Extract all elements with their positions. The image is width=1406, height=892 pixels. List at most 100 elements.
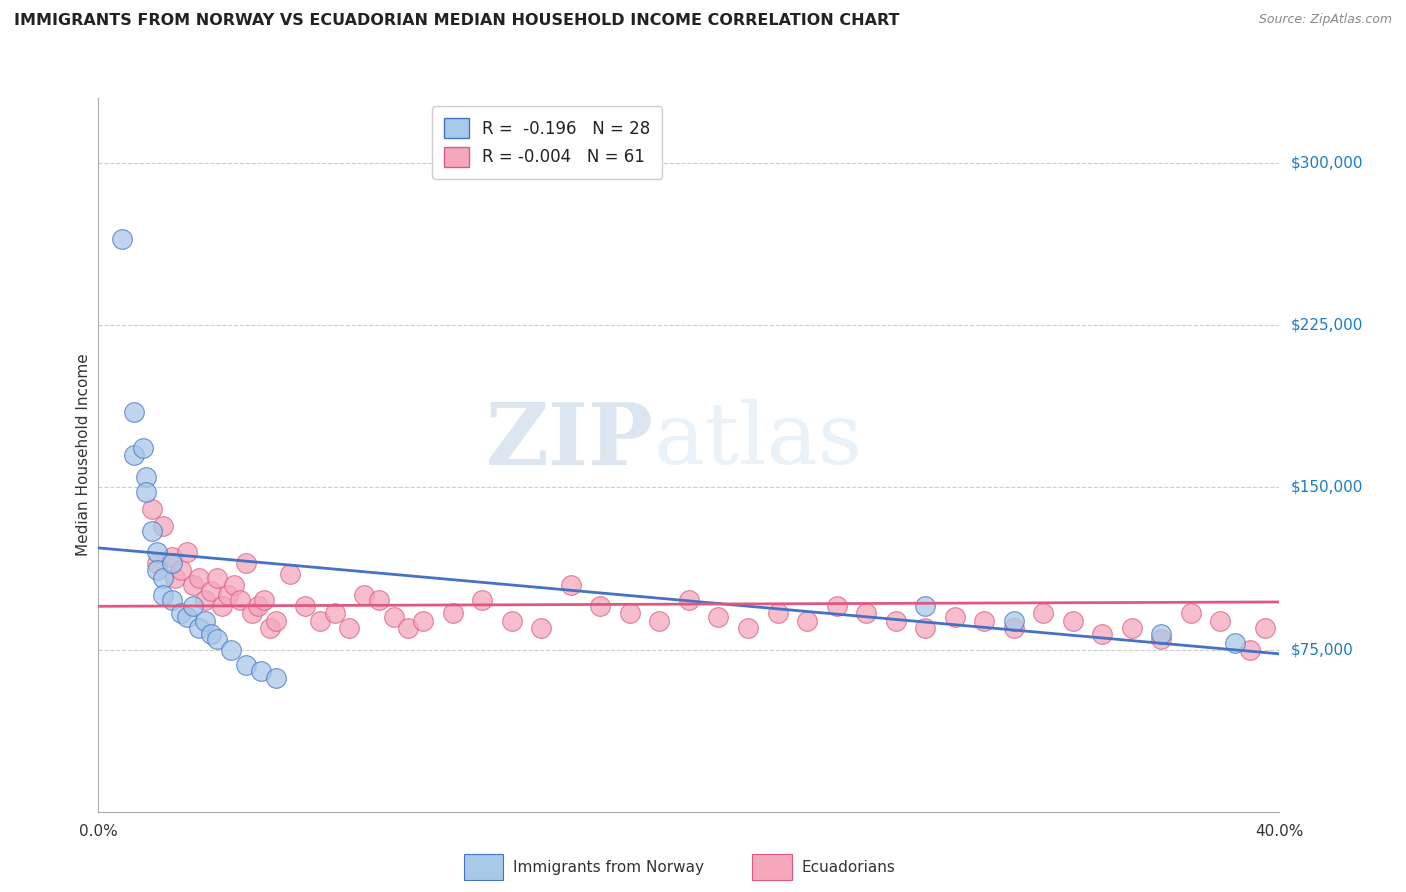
Point (132, 442, 155, 456)
Point (382, 610, 405, 624)
Point (441, 606, 464, 620)
Point (560, 577, 582, 591)
Point (1062, 615, 1084, 629)
Point (122, 448, 145, 462)
Point (1180, 606, 1202, 620)
Point (530, 621, 553, 635)
Point (1002, 621, 1025, 635)
Point (737, 621, 759, 635)
Text: $75,000: $75,000 (1291, 642, 1354, 657)
Point (1239, 642, 1261, 657)
Point (194, 615, 217, 629)
Point (323, 606, 346, 620)
Point (678, 592, 700, 607)
Point (264, 615, 287, 629)
Point (1150, 632, 1173, 646)
Text: atlas: atlas (654, 399, 863, 483)
Point (250, 664, 273, 678)
Point (796, 615, 818, 629)
Point (1150, 627, 1173, 641)
Point (200, 584, 222, 599)
Point (122, 405, 145, 419)
Point (648, 615, 671, 629)
Point (1091, 627, 1114, 641)
Point (152, 519, 174, 533)
Point (181, 577, 204, 591)
Text: $225,000: $225,000 (1291, 318, 1362, 333)
Point (337, 621, 360, 635)
Text: ZIP: ZIP (485, 399, 654, 483)
Point (1209, 615, 1232, 629)
Y-axis label: Median Household Income: Median Household Income (76, 353, 91, 557)
Point (200, 627, 222, 641)
Point (825, 599, 848, 614)
Point (501, 615, 523, 629)
Point (170, 562, 193, 576)
Point (1254, 621, 1277, 635)
Point (152, 589, 174, 603)
Point (181, 599, 204, 614)
Point (205, 571, 228, 585)
Text: Immigrants from Norway: Immigrants from Norway (513, 860, 704, 874)
Point (194, 592, 217, 607)
Point (766, 606, 789, 620)
Point (246, 599, 269, 614)
Point (619, 606, 641, 620)
Point (152, 571, 174, 585)
Point (187, 621, 209, 635)
Point (589, 599, 612, 614)
Point (1121, 621, 1143, 635)
Point (1223, 636, 1246, 650)
Point (278, 566, 302, 581)
Point (224, 577, 246, 591)
Point (217, 589, 239, 603)
Text: $300,000: $300,000 (1291, 155, 1362, 170)
Point (176, 610, 198, 624)
Point (1002, 615, 1025, 629)
Point (176, 545, 198, 559)
Text: Ecuadorians: Ecuadorians (801, 860, 896, 874)
Point (162, 592, 183, 607)
Point (396, 621, 419, 635)
Point (170, 606, 193, 620)
Point (353, 589, 375, 603)
Point (235, 657, 257, 672)
Point (146, 556, 169, 570)
Point (914, 621, 936, 635)
Point (235, 556, 257, 570)
Point (165, 571, 187, 585)
Point (259, 621, 281, 635)
Point (229, 592, 252, 607)
Text: Source: ZipAtlas.com: Source: ZipAtlas.com (1258, 13, 1392, 27)
Point (135, 484, 157, 499)
Point (135, 469, 157, 483)
Legend: R =  -0.196   N = 28, R = -0.004   N = 61: R = -0.196 N = 28, R = -0.004 N = 61 (432, 106, 662, 178)
Point (368, 592, 391, 607)
Point (264, 671, 287, 685)
Point (146, 545, 169, 559)
Point (205, 632, 228, 646)
Point (855, 606, 877, 620)
Point (707, 610, 730, 624)
Point (162, 549, 183, 564)
Point (162, 556, 183, 570)
Point (111, 232, 134, 246)
Text: $150,000: $150,000 (1291, 480, 1362, 495)
Point (471, 592, 494, 607)
Point (943, 610, 966, 624)
Point (141, 524, 163, 538)
Point (884, 615, 907, 629)
Point (412, 615, 434, 629)
Point (294, 599, 316, 614)
Text: IMMIGRANTS FROM NORWAY VS ECUADORIAN MEDIAN HOUSEHOLD INCOME CORRELATION CHART: IMMIGRANTS FROM NORWAY VS ECUADORIAN MED… (14, 13, 900, 29)
Point (973, 615, 995, 629)
Point (914, 599, 936, 614)
Point (219, 642, 242, 657)
Point (253, 592, 276, 607)
Point (240, 606, 263, 620)
Point (141, 502, 163, 516)
Point (309, 615, 332, 629)
Point (146, 562, 169, 576)
Point (1032, 606, 1054, 620)
Point (187, 571, 209, 585)
